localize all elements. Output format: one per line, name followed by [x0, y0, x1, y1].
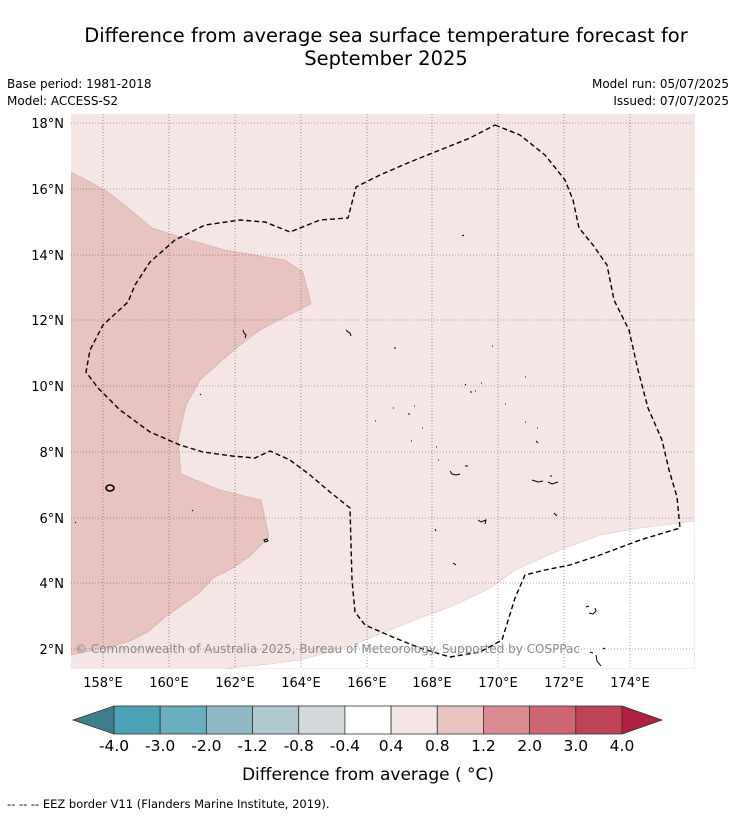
issued-date-text: Issued: 07/07/2025	[613, 94, 729, 108]
map-title-line-1: Difference from average sea surface temp…	[84, 24, 688, 47]
lat-label: 14°N	[31, 249, 64, 264]
lat-label: 10°N	[31, 380, 64, 395]
colorbar-under-arrow	[71, 705, 115, 735]
colorbar-swatch	[298, 705, 346, 735]
lat-label: 18°N	[31, 117, 64, 132]
lon-label: 168°E	[412, 676, 452, 691]
colorbar: -4.0 -3.0 -2.0 -1.2 -0.8 -0.4 0.4 0.8 1.2 2.0 3.0 4…	[71, 705, 664, 785]
map-plot-area: © Commonwealth of Australia 2025, Bureau…	[71, 114, 695, 669]
model-run-text: Model run: 05/07/2025	[591, 77, 729, 91]
lat-label: 2°N	[40, 643, 65, 658]
map-title-line-2: September 2025	[304, 47, 468, 70]
lon-label: 162°E	[215, 676, 255, 691]
lon-label: 158°E	[83, 676, 123, 691]
colorbar-swatch	[529, 705, 577, 735]
anomaly-band-neutral	[224, 520, 695, 669]
anomaly-band-0.8-1.2	[71, 171, 312, 656]
lon-label: 170°E	[478, 676, 518, 691]
lon-label: 160°E	[149, 676, 189, 691]
colorbar-tick-label: -3.0	[145, 737, 175, 755]
colorbar-label: Difference from average ( °C)	[242, 765, 494, 785]
colorbar-swatch	[252, 705, 300, 735]
lat-label: 6°N	[40, 512, 65, 527]
copyright-notice: © Commonwealth of Australia 2025, Bureau…	[75, 642, 580, 656]
islands	[74, 234, 606, 667]
lon-label: 174°E	[610, 676, 650, 691]
eez-legend-note: -- -- -- EEZ border V11 (Flanders Marine…	[7, 797, 330, 811]
lat-label: 12°N	[31, 314, 64, 329]
lat-label: 16°N	[31, 183, 64, 198]
colorbar-tick-label: -0.4	[330, 737, 360, 755]
lat-label: 4°N	[40, 577, 65, 592]
colorbar-tick-label: -4.0	[99, 737, 129, 755]
lon-label: 172°E	[544, 676, 584, 691]
colorbar-tick-label: -1.2	[237, 737, 267, 755]
colorbar-tick-label: 1.2	[471, 737, 496, 755]
eez-border	[85, 124, 681, 658]
longitude-axis: 158°E 160°E 162°E 164°E 166°E 168°E 170°…	[83, 676, 650, 691]
colorbar-swatch	[436, 705, 484, 735]
colorbar-over-arrow	[621, 705, 664, 735]
lat-label: 8°N	[40, 446, 65, 461]
colorbar-tick-label: -2.0	[191, 737, 221, 755]
colorbar-swatch	[344, 705, 392, 735]
colorbar-tick-label: 2.0	[517, 737, 542, 755]
colorbar-swatches	[113, 705, 623, 735]
lon-label: 166°E	[347, 676, 387, 691]
colorbar-tick-labels: -4.0 -3.0 -2.0 -1.2 -0.8 -0.4 0.4 0.8 1.2 2.0 3.0 4…	[99, 737, 634, 755]
colorbar-swatch	[390, 705, 438, 735]
colorbar-swatch	[205, 705, 253, 735]
colorbar-tick-label: 0.8	[425, 737, 450, 755]
colorbar-tick-label: 0.4	[379, 737, 404, 755]
colorbar-tick-label: 4.0	[610, 737, 635, 755]
base-period-text: Base period: 1981-2018	[7, 77, 152, 91]
colorbar-swatch	[483, 705, 531, 735]
colorbar-swatch	[159, 705, 207, 735]
latitude-axis: 18°N 16°N 14°N 12°N 10°N 8°N 6°N 4°N 2°N	[31, 117, 64, 658]
colorbar-tick-label: -0.8	[284, 737, 314, 755]
colorbar-swatch	[575, 705, 623, 735]
lon-label: 164°E	[281, 676, 321, 691]
graticule-lines	[71, 114, 695, 669]
colorbar-tick-label: 3.0	[563, 737, 588, 755]
model-name-text: Model: ACCESS-S2	[7, 94, 119, 108]
colorbar-swatch	[113, 705, 161, 735]
